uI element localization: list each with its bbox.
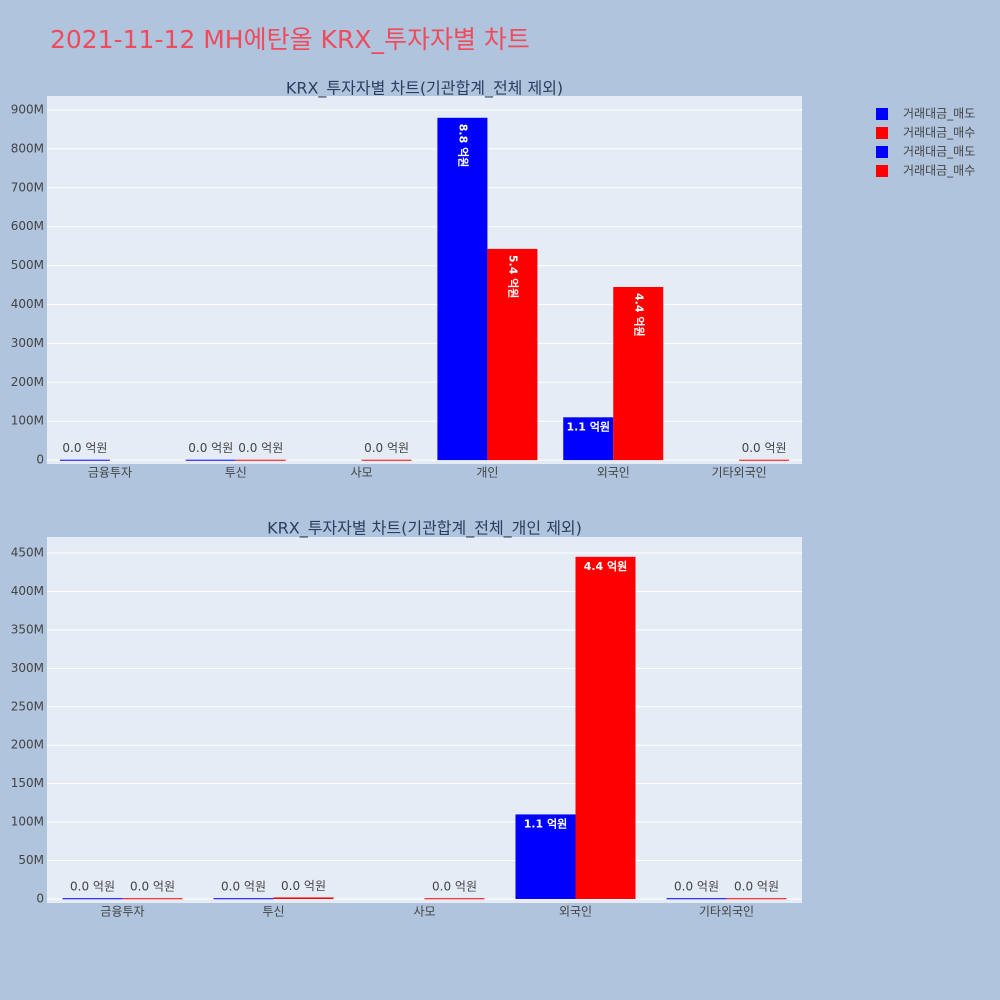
bar xyxy=(739,459,790,461)
y-tick-label: 0 xyxy=(36,892,44,906)
x-tick-label: 기타외국인 xyxy=(711,466,766,480)
y-tick-label: 600M xyxy=(11,219,44,233)
data-label: 1.1 억원 xyxy=(566,419,610,433)
bar xyxy=(575,556,636,900)
x-tick-label: 사모 xyxy=(413,905,435,919)
data-label: 0.0 억원 xyxy=(432,880,477,894)
data-label: 0.0 억원 xyxy=(674,880,719,894)
bar xyxy=(122,898,183,900)
y-tick-label: 900M xyxy=(11,103,44,117)
y-tick-label: 150M xyxy=(11,776,44,790)
y-tick-label: 200M xyxy=(11,375,44,389)
x-tick-label: 기타외국인 xyxy=(699,905,754,919)
legend-label: 거래대금_매도 xyxy=(903,145,975,159)
data-label: 0.0 억원 xyxy=(364,441,409,455)
x-tick-label: 금융투자 xyxy=(88,466,132,480)
bar xyxy=(666,898,727,900)
y-tick-label: 200M xyxy=(11,738,44,752)
bar xyxy=(59,459,110,461)
data-label: 0.0 억원 xyxy=(281,879,326,893)
data-label: 0.0 억원 xyxy=(238,441,283,455)
y-tick-label: 50M xyxy=(18,853,44,867)
page-title: 2021-11-12 MH에탄올 KRX_투자자별 차트 xyxy=(50,25,530,54)
y-tick-label: 700M xyxy=(11,180,44,194)
bar xyxy=(487,248,538,461)
bar xyxy=(437,117,488,461)
y-tick-label: 400M xyxy=(11,584,44,598)
legend-swatch xyxy=(876,146,888,158)
x-tick-label: 투신 xyxy=(262,905,284,919)
data-label: 1.1 억원 xyxy=(524,816,568,830)
chart-title: KRX_투자자별 차트(기관합계_전체 제외) xyxy=(286,79,563,99)
legend-swatch xyxy=(876,108,888,120)
bar xyxy=(515,814,576,900)
legend-label: 거래대금_매수 xyxy=(903,126,975,140)
x-tick-label: 개인 xyxy=(476,466,498,480)
plot-area xyxy=(47,96,802,464)
y-tick-label: 800M xyxy=(11,141,44,155)
y-tick-label: 400M xyxy=(11,297,44,311)
data-label: 0.0 억원 xyxy=(188,441,233,455)
y-tick-label: 100M xyxy=(11,815,44,829)
data-label: 0.0 억원 xyxy=(742,441,787,455)
data-label: 0.0 억원 xyxy=(221,880,266,894)
legend-label: 거래대금_매도 xyxy=(903,107,975,121)
legend-swatch xyxy=(876,127,888,139)
y-tick-label: 250M xyxy=(11,699,44,713)
plot-area xyxy=(47,537,802,903)
data-label: 0.0 억원 xyxy=(62,441,107,455)
data-label: 4.4 억원 xyxy=(632,293,646,337)
y-tick-label: 100M xyxy=(11,414,44,428)
bar xyxy=(726,898,787,900)
bar xyxy=(273,897,334,900)
bar xyxy=(424,898,485,900)
data-label: 4.4 억원 xyxy=(584,559,628,573)
bar xyxy=(62,898,123,900)
bar xyxy=(563,417,614,461)
y-tick-label: 300M xyxy=(11,661,44,675)
chart-title: KRX_투자자별 차트(기관합계_전체_개인 제외) xyxy=(267,519,582,539)
data-label: 0.0 억원 xyxy=(130,880,175,894)
data-label: 5.4 억원 xyxy=(506,255,520,299)
x-tick-label: 사모 xyxy=(351,466,373,480)
data-label: 0.0 억원 xyxy=(70,880,115,894)
bar xyxy=(613,287,664,461)
bar xyxy=(185,459,236,461)
data-label: 0.0 억원 xyxy=(734,880,779,894)
data-label: 8.8 억원 xyxy=(456,124,470,168)
bar xyxy=(235,459,286,461)
bar xyxy=(361,459,412,461)
x-tick-label: 금융투자 xyxy=(100,905,144,919)
y-tick-label: 300M xyxy=(11,336,44,350)
legend-swatch xyxy=(876,165,888,177)
y-tick-label: 350M xyxy=(11,622,44,636)
legend-label: 거래대금_매수 xyxy=(903,164,975,178)
x-tick-label: 투신 xyxy=(225,466,247,480)
y-tick-label: 500M xyxy=(11,258,44,272)
x-tick-label: 외국인 xyxy=(559,905,592,919)
bar xyxy=(213,898,274,900)
y-tick-label: 450M xyxy=(11,545,44,559)
y-tick-label: 0 xyxy=(36,453,44,467)
x-tick-label: 외국인 xyxy=(597,466,630,480)
